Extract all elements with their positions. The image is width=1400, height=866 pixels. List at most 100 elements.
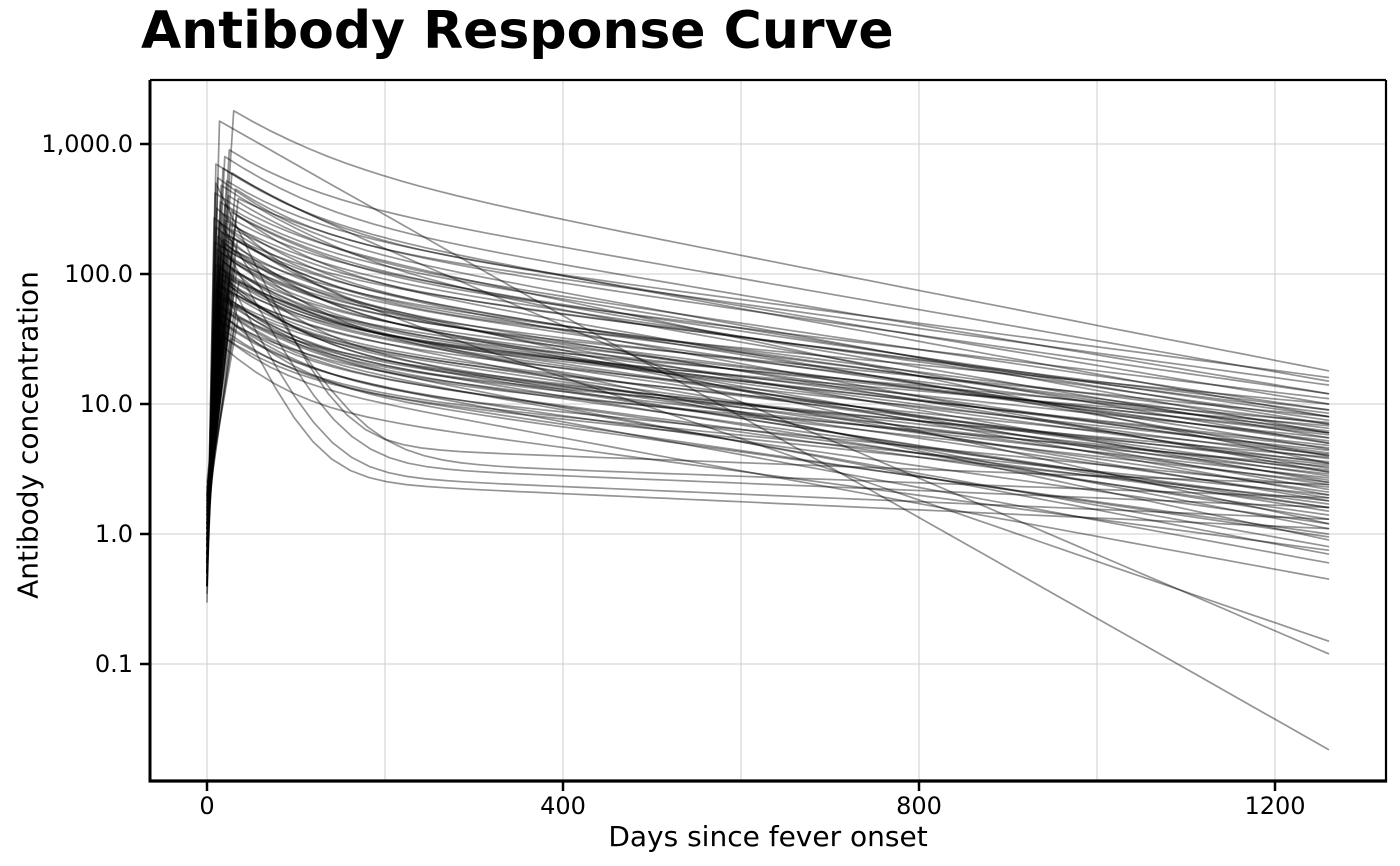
antibody-trajectory bbox=[206, 341, 1330, 564]
antibody-trajectory bbox=[206, 314, 1330, 548]
antibody-trajectory bbox=[206, 234, 1330, 525]
antibody-trajectory bbox=[206, 300, 1330, 516]
antibody-trajectory bbox=[206, 279, 1330, 541]
antibody-trajectory bbox=[206, 316, 1330, 496]
antibody-trajectory bbox=[206, 301, 1330, 574]
antibody-trajectory bbox=[206, 262, 1330, 569]
antibody-trajectory bbox=[206, 192, 1330, 574]
antibody-trajectory bbox=[206, 221, 1330, 555]
antibody-trajectory bbox=[206, 267, 1330, 555]
antibody-trajectory bbox=[206, 318, 1330, 574]
antibody-trajectory bbox=[206, 149, 1330, 548]
x-tick-label: 800 bbox=[896, 792, 942, 820]
antibody-trajectory bbox=[206, 303, 1330, 502]
antibody-trajectory bbox=[206, 270, 1330, 574]
antibody-trajectory bbox=[206, 276, 1330, 564]
antibody-trajectory bbox=[206, 327, 1330, 587]
antibody-trajectory bbox=[206, 252, 1330, 548]
axes-layer: 0 400 800 1200 1,000.0 100.0 10.0 1.0 0.1 bbox=[41, 78, 1388, 820]
y-tick-label: 10.0 bbox=[80, 390, 133, 418]
antibody-trajectory bbox=[206, 258, 1330, 516]
antibody-trajectory bbox=[206, 296, 1330, 535]
antibody-trajectory bbox=[206, 330, 1330, 535]
antibody-trajectory bbox=[206, 324, 1330, 509]
antibody-trajectory bbox=[206, 283, 1330, 530]
x-tick-label: 400 bbox=[540, 792, 586, 820]
antibody-trajectory bbox=[206, 238, 1330, 541]
antibody-trajectory bbox=[206, 290, 1330, 525]
antibody-trajectory bbox=[206, 226, 1330, 574]
antibody-trajectory bbox=[206, 279, 1330, 560]
antibody-trajectory bbox=[206, 322, 1330, 541]
antibody-trajectory bbox=[206, 273, 1330, 548]
antibody-trajectory bbox=[206, 287, 1330, 512]
antibody-trajectory bbox=[206, 285, 1330, 555]
antibody-trajectory bbox=[206, 204, 1330, 521]
antibody-trajectory bbox=[206, 305, 1330, 555]
antibody-trajectory bbox=[206, 120, 1330, 751]
antibody-trajectory bbox=[206, 239, 1330, 493]
y-tick-label: 100.0 bbox=[64, 260, 133, 288]
y-tick-label: 0.1 bbox=[95, 650, 133, 678]
antibody-trajectory bbox=[206, 109, 1330, 525]
y-tick-label: 1.0 bbox=[95, 520, 133, 548]
antibody-trajectory bbox=[206, 288, 1330, 587]
antibody-trajectory bbox=[206, 248, 1330, 574]
antibody-trajectory bbox=[206, 291, 1330, 548]
antibody-trajectory bbox=[206, 280, 1330, 488]
x-tick-label: 0 bbox=[199, 792, 214, 820]
antibody-trajectory bbox=[206, 282, 1330, 574]
antibody-trajectory bbox=[206, 254, 1330, 530]
y-tick-label: 1,000.0 bbox=[41, 130, 133, 158]
antibody-trajectory bbox=[206, 184, 1330, 555]
antibody-trajectory bbox=[206, 163, 1330, 655]
antibody-trajectory bbox=[206, 197, 1330, 484]
antibody-trajectory bbox=[206, 167, 1330, 541]
antibody-trajectory bbox=[206, 274, 1330, 535]
antibody-trajectory bbox=[206, 256, 1330, 564]
antibody-trajectory bbox=[206, 263, 1330, 587]
antibody-trajectory bbox=[206, 211, 1330, 509]
antibody-trajectory bbox=[206, 215, 1330, 491]
antibody-trajectory bbox=[206, 171, 1330, 496]
antibody-trajectory bbox=[206, 277, 1330, 521]
curves-layer bbox=[206, 109, 1330, 751]
antibody-trajectory bbox=[206, 235, 1330, 564]
antibody-trajectory bbox=[206, 188, 1330, 502]
antibody-trajectory bbox=[206, 217, 1330, 642]
antibody-trajectory bbox=[206, 250, 1330, 502]
antibody-trajectory bbox=[206, 298, 1330, 541]
antibody-trajectory bbox=[206, 241, 1330, 587]
antibody-trajectory bbox=[206, 265, 1330, 525]
antibody-trajectory bbox=[206, 182, 1330, 603]
antibody-trajectory bbox=[206, 219, 1330, 595]
antibody-trajectory bbox=[206, 219, 1330, 530]
x-tick-label: 1200 bbox=[1244, 792, 1305, 820]
antibody-trajectory bbox=[206, 268, 1330, 509]
antibody-trajectory bbox=[206, 307, 1330, 530]
antibody-trajectory bbox=[206, 272, 1330, 499]
antibody-trajectory bbox=[206, 200, 1330, 548]
antibody-trajectory bbox=[206, 176, 1330, 564]
antibody-trajectory bbox=[206, 236, 1330, 505]
antibody-trajectory bbox=[206, 244, 1330, 555]
antibody-trajectory bbox=[206, 194, 1330, 535]
antibody-trajectory bbox=[206, 310, 1330, 564]
gridlines-layer bbox=[150, 80, 1386, 781]
antibody-trajectory bbox=[206, 239, 1330, 580]
antibody-trajectory bbox=[206, 319, 1330, 525]
antibody-trajectory bbox=[206, 207, 1330, 564]
antibody-trajectory bbox=[206, 312, 1330, 521]
antibody-trajectory bbox=[206, 213, 1330, 541]
antibody-trajectory bbox=[206, 334, 1330, 555]
antibody-trajectory bbox=[206, 337, 1330, 516]
antibody-trajectory bbox=[206, 293, 1330, 505]
antibody-trajectory bbox=[206, 155, 1330, 512]
y-axis-label: Antibody concentration bbox=[11, 271, 45, 599]
antibody-trajectory bbox=[206, 180, 1330, 530]
antibody-trajectory bbox=[206, 260, 1330, 541]
antibody-trajectory bbox=[206, 243, 1330, 535]
antibody-trajectory bbox=[206, 262, 1330, 496]
